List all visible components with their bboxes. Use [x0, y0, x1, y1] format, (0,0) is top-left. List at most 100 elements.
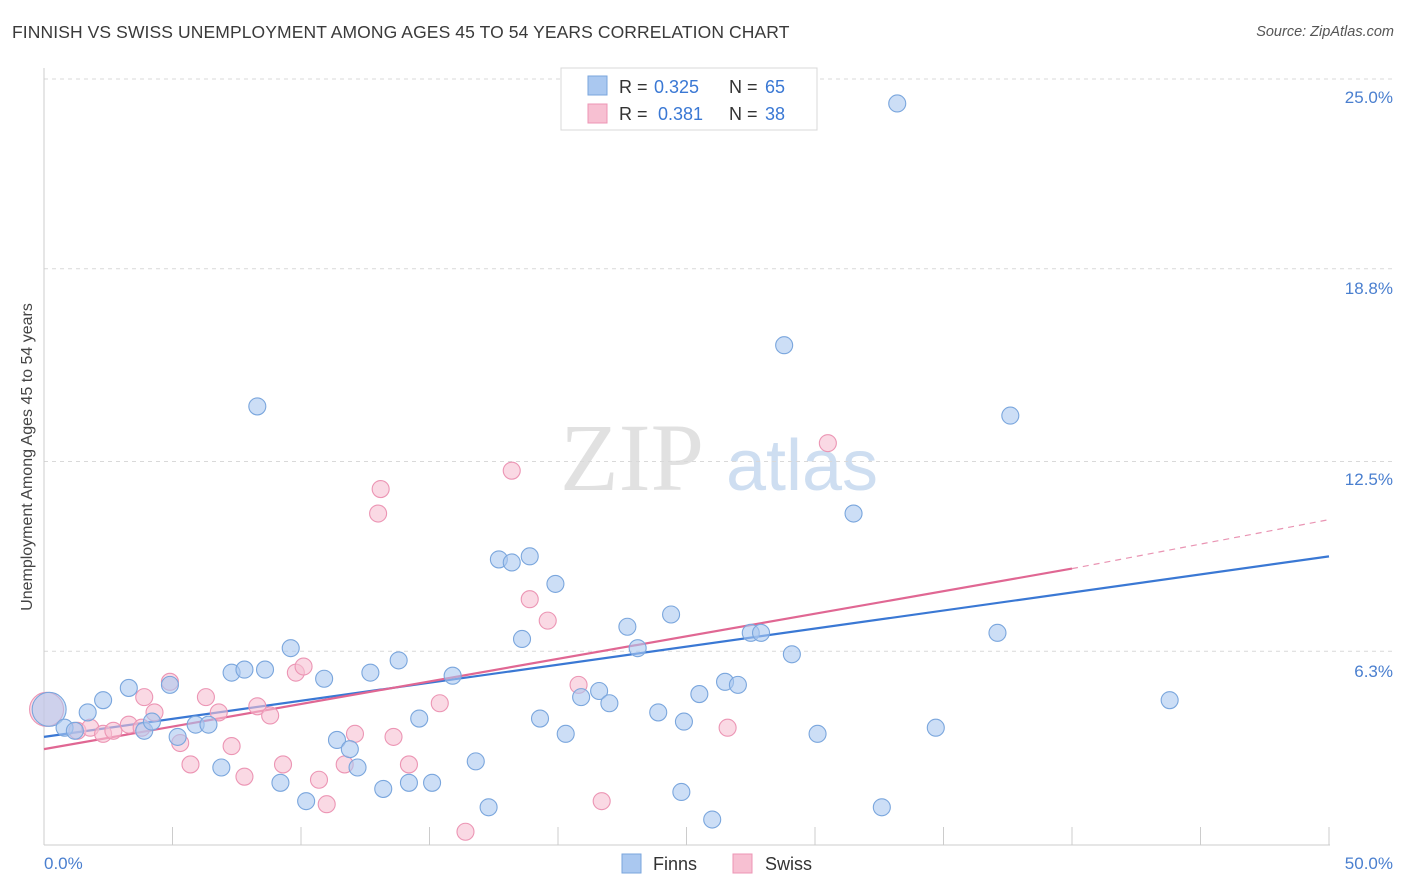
finns-trend-line	[43, 555, 1330, 738]
legend-finns-n-label: N =	[729, 77, 758, 97]
finns-point-15	[248, 397, 267, 416]
swiss-point-16	[248, 697, 267, 716]
finns-point-59	[872, 798, 891, 817]
finns-point-0	[31, 691, 67, 727]
finns-point-64	[1160, 691, 1179, 710]
swiss-point-30	[456, 822, 475, 841]
swiss-point-26	[371, 479, 390, 499]
finns-point-21	[327, 730, 347, 750]
y-tick-label-25: 25.0%	[1345, 88, 1393, 107]
watermark-atlas: atlas	[726, 426, 878, 506]
finns-point-56	[782, 645, 801, 664]
finns-points	[31, 94, 1179, 829]
finns-point-22	[340, 740, 359, 759]
finns-point-7	[142, 712, 161, 731]
finns-point-52	[728, 675, 747, 694]
legend-swiss-n-label: N =	[729, 104, 758, 124]
bottom-legend-swiss-label: Swiss	[765, 854, 812, 874]
swiss-point-18	[273, 755, 293, 774]
finns-point-63	[1001, 406, 1020, 425]
finns-point-47	[672, 782, 691, 802]
finns-point-29	[423, 773, 442, 792]
swiss-point-28	[399, 755, 418, 774]
swiss-point-20	[294, 657, 313, 676]
finns-point-39	[556, 724, 575, 743]
y-axis-title: Unemployment Among Ages 45 to 54 years	[19, 303, 36, 611]
legend-finns-n-value: 65	[765, 77, 785, 97]
swiss-point-33	[538, 611, 557, 630]
legend-swiss-r-value: 0.381	[658, 104, 703, 124]
finns-point-27	[399, 773, 418, 792]
finns-point-24	[361, 663, 380, 682]
finns-point-55	[775, 336, 794, 355]
swiss-point-37	[818, 434, 837, 453]
finns-point-30	[443, 666, 462, 685]
swiss-point-32	[520, 590, 539, 609]
finns-point-58	[844, 504, 863, 523]
legend-swatch-finns	[587, 75, 608, 96]
finns-point-5	[119, 678, 138, 697]
finns-point-49	[690, 685, 709, 704]
legend-finns-r-value: 0.325	[654, 77, 699, 97]
finns-point-45	[649, 703, 668, 722]
finns-point-41	[590, 681, 609, 701]
swiss-point-13	[209, 703, 228, 722]
x-tick-label-max: 50.0%	[1345, 854, 1393, 873]
swiss-point-22	[317, 795, 336, 814]
swiss-point-4	[104, 721, 123, 740]
x-tick-label-min: 0.0%	[44, 854, 83, 873]
finns-point-32	[479, 798, 498, 817]
finns-point-42	[600, 694, 619, 713]
swiss-point-31	[502, 461, 521, 480]
finns-point-61	[926, 718, 945, 737]
finns-point-8	[160, 675, 179, 694]
swiss-point-35	[592, 792, 611, 811]
y-tick-label-6-3: 6.3%	[1354, 662, 1393, 681]
swiss-point-14	[222, 737, 241, 756]
swiss-point-17	[261, 706, 280, 725]
finns-point-25	[374, 779, 393, 798]
finns-point-12	[212, 758, 231, 777]
legend-finns-r-label: R =	[619, 77, 648, 97]
finns-point-4	[94, 691, 113, 710]
finns-point-19	[297, 792, 316, 811]
finns-point-36	[520, 547, 539, 566]
legend: R = 0.325 N = 65 R = 0.381 N = 38	[560, 67, 818, 131]
swiss-point-29	[430, 694, 449, 713]
y-tick-label-12-5: 12.5%	[1345, 470, 1393, 489]
legend-swiss-r-label: R =	[619, 104, 648, 124]
finns-point-60	[888, 94, 907, 113]
finns-point-35	[512, 629, 532, 649]
finns-point-9	[168, 727, 187, 746]
finns-point-38	[546, 574, 565, 593]
finns-point-3	[78, 703, 97, 722]
chart-title: FINNISH VS SWISS UNEMPLOYMENT AMONG AGES…	[12, 22, 790, 42]
bottom-legend-swatch-swiss	[732, 853, 753, 874]
finns-point-54	[751, 623, 771, 642]
bottom-legend: Finns Swiss	[621, 853, 812, 874]
source-label: Source: ZipAtlas.com	[1256, 24, 1394, 40]
finns-point-14	[235, 660, 254, 679]
finns-point-37	[530, 709, 550, 728]
watermark-zip: ZIP	[560, 404, 704, 511]
finns-point-2	[65, 721, 84, 740]
finns-point-17	[271, 773, 290, 792]
swiss-point-27	[384, 727, 403, 746]
finns-point-20	[315, 669, 334, 688]
swiss-point-12	[196, 688, 215, 707]
finns-point-26	[389, 651, 408, 670]
finns-point-34	[502, 553, 521, 572]
finns-point-62	[988, 623, 1007, 642]
finns-point-57	[808, 724, 827, 743]
finns-point-28	[410, 709, 429, 728]
finns-point-46	[662, 605, 681, 624]
finns-point-16	[255, 660, 275, 679]
finns-point-44	[628, 639, 647, 658]
grid	[44, 78, 1394, 652]
bottom-legend-swatch-finns	[621, 853, 642, 874]
finns-point-18	[281, 639, 300, 658]
swiss-point-36	[718, 718, 737, 737]
finns-point-43	[618, 617, 637, 636]
finns-point-48	[674, 712, 693, 731]
